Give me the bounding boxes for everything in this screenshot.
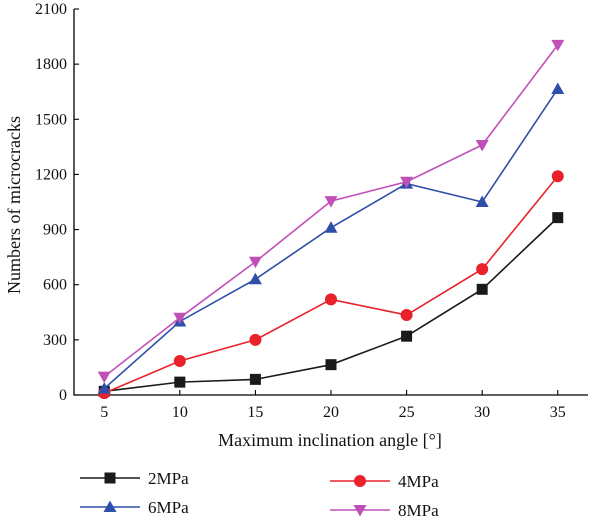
y-axis-ticks: 0 300 600 900 1200 1500 1800 2100 — [35, 1, 79, 404]
data-point — [248, 272, 262, 285]
legend-item: 6MPa — [80, 498, 189, 517]
data-point — [324, 196, 338, 208]
data-point — [552, 212, 564, 224]
legend-label: 4MPa — [398, 472, 439, 491]
legend-marker — [353, 505, 367, 517]
y-tick-label: 600 — [43, 277, 67, 294]
data-point — [97, 371, 111, 384]
data-point — [248, 256, 262, 269]
data-point — [97, 382, 111, 394]
y-tick-label: 2100 — [35, 1, 67, 18]
data-point — [249, 333, 262, 346]
x-tick-label: 5 — [100, 404, 108, 421]
data-point — [400, 176, 414, 189]
data-point — [476, 283, 488, 295]
y-tick-label: 0 — [59, 387, 67, 404]
data-point — [325, 359, 337, 371]
data-point — [475, 195, 489, 207]
x-tick-label: 30 — [474, 404, 490, 421]
y-tick-label: 1200 — [35, 166, 67, 183]
legend-marker — [354, 475, 366, 487]
x-tick-label: 20 — [323, 404, 339, 421]
legend-item: 2MPa — [80, 469, 189, 488]
data-point — [401, 330, 413, 342]
legend-label: 2MPa — [148, 469, 189, 488]
y-tick-label: 900 — [43, 222, 67, 239]
data-point — [476, 263, 489, 276]
y-tick-label: 1500 — [35, 111, 67, 128]
x-axis-ticks: 5 10 15 20 25 30 35 — [100, 390, 566, 421]
y-axis-title: Numbers of microcracks — [4, 116, 24, 294]
legend-label: 6MPa — [148, 498, 189, 517]
x-axis-title: Maximum inclination angle [°] — [218, 430, 442, 450]
data-point — [249, 373, 261, 385]
x-tick-label: 15 — [247, 404, 263, 421]
data-point — [551, 82, 565, 94]
y-tick-label: 1800 — [35, 56, 67, 73]
data-point — [400, 309, 413, 322]
legend-marker — [103, 500, 117, 512]
data-point — [173, 312, 187, 325]
data-point — [551, 39, 565, 52]
legend-item: 4MPa — [330, 472, 439, 491]
data-point — [174, 376, 186, 388]
x-tick-label: 10 — [172, 404, 188, 421]
series-8MPa — [97, 39, 565, 384]
legend-marker — [104, 472, 116, 484]
series-layer — [97, 39, 565, 400]
data-point — [551, 170, 564, 183]
legend-item: 8MPa — [330, 501, 439, 520]
series-4MPa — [98, 170, 564, 400]
data-point — [325, 293, 337, 306]
series-line — [103, 44, 559, 378]
legend: 2MPa 4MPa 6MPa 8MPa — [80, 469, 439, 520]
legend-label: 8MPa — [398, 501, 439, 520]
data-point — [324, 221, 338, 233]
y-tick-label: 300 — [43, 332, 67, 349]
x-tick-label: 35 — [550, 404, 566, 421]
data-point — [475, 140, 489, 152]
x-tick-label: 25 — [399, 404, 415, 421]
data-point — [173, 354, 186, 367]
